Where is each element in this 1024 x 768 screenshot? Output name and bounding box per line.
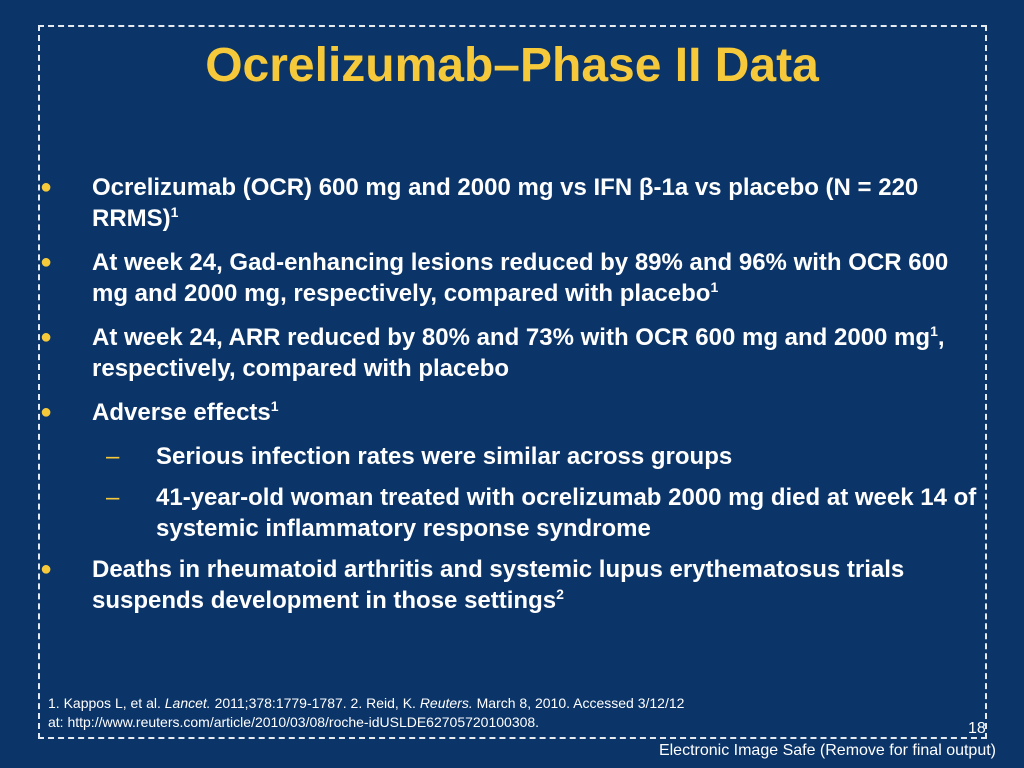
ref-journal: Lancet. xyxy=(164,695,211,711)
slide-title: Ocrelizumab–Phase II Data xyxy=(205,39,819,92)
ref-text: March 8, 2010. Accessed 3/12/12 xyxy=(472,695,685,711)
bullet-text-cont: , respectively, compared with placebo xyxy=(92,324,945,382)
bullet-text: At week 24, ARR reduced by 80% and 73% w… xyxy=(92,324,931,351)
slide-dashed-frame xyxy=(38,25,987,739)
sub-bullet-text: 41-year-old woman treated with ocrelizum… xyxy=(156,484,977,542)
bullet-text: At week 24, Gad-enhancing lesions reduce… xyxy=(92,249,949,307)
bullet-text: Deaths in rheumatoid arthritis and syste… xyxy=(92,556,905,614)
bullet-dot-icon: ● xyxy=(40,176,53,198)
sub-bullet-item: – Serious infection rates were similar a… xyxy=(36,441,986,472)
bullet-dot-icon: ● xyxy=(40,326,53,348)
bullet-dot-icon: ● xyxy=(40,558,53,580)
reference-line-2: at: http://www.reuters.com/article/2010/… xyxy=(48,714,540,730)
bullet-dot-icon: ● xyxy=(40,251,53,273)
bullet-item: ● Ocrelizumab (OCR) 600 mg and 2000 mg v… xyxy=(36,172,986,234)
bullet-item: ● At week 24, Gad-enhancing lesions redu… xyxy=(36,247,986,309)
reference-line-1: 1. Kappos L, et al. Lancet. 2011;378:177… xyxy=(48,694,948,713)
bullet-item: ● At week 24, ARR reduced by 80% and 73%… xyxy=(36,322,986,384)
references: 1. Kappos L, et al. Lancet. 2011;378:177… xyxy=(48,694,948,732)
footnote-ref: 1 xyxy=(270,398,279,414)
footnote-ref: 1 xyxy=(930,323,938,339)
dash-icon: – xyxy=(106,443,120,470)
footnote-ref: 1 xyxy=(170,204,179,220)
ref-text: 2011;378:1779-1787. 2. Reid, K. xyxy=(210,695,420,711)
bullet-item: ● Deaths in rheumatoid arthritis and sys… xyxy=(36,554,986,616)
bullet-text: Ocrelizumab (OCR) 600 mg and 2000 mg vs … xyxy=(92,174,919,232)
ref-text: 1. Kappos L, et al. xyxy=(48,695,165,711)
footnote-ref: 1 xyxy=(710,279,719,295)
bullet-dot-icon: ● xyxy=(40,401,53,423)
footnote-ref: 2 xyxy=(556,586,564,602)
sub-bullet-text: Serious infection rates were similar acr… xyxy=(156,443,733,470)
bullet-list: ● Ocrelizumab (OCR) 600 mg and 2000 mg v… xyxy=(36,172,986,629)
sub-bullet-item: – 41-year-old woman treated with ocreliz… xyxy=(36,482,986,544)
dash-icon: – xyxy=(106,484,120,511)
bullet-text: Adverse effects xyxy=(92,399,271,426)
slide-number: 18 xyxy=(968,720,986,737)
ref-source: Reuters. xyxy=(419,695,473,711)
footer-note: Electronic Image Safe (Remove for final … xyxy=(658,742,996,759)
bullet-item: ● Adverse effects1 xyxy=(36,397,986,428)
